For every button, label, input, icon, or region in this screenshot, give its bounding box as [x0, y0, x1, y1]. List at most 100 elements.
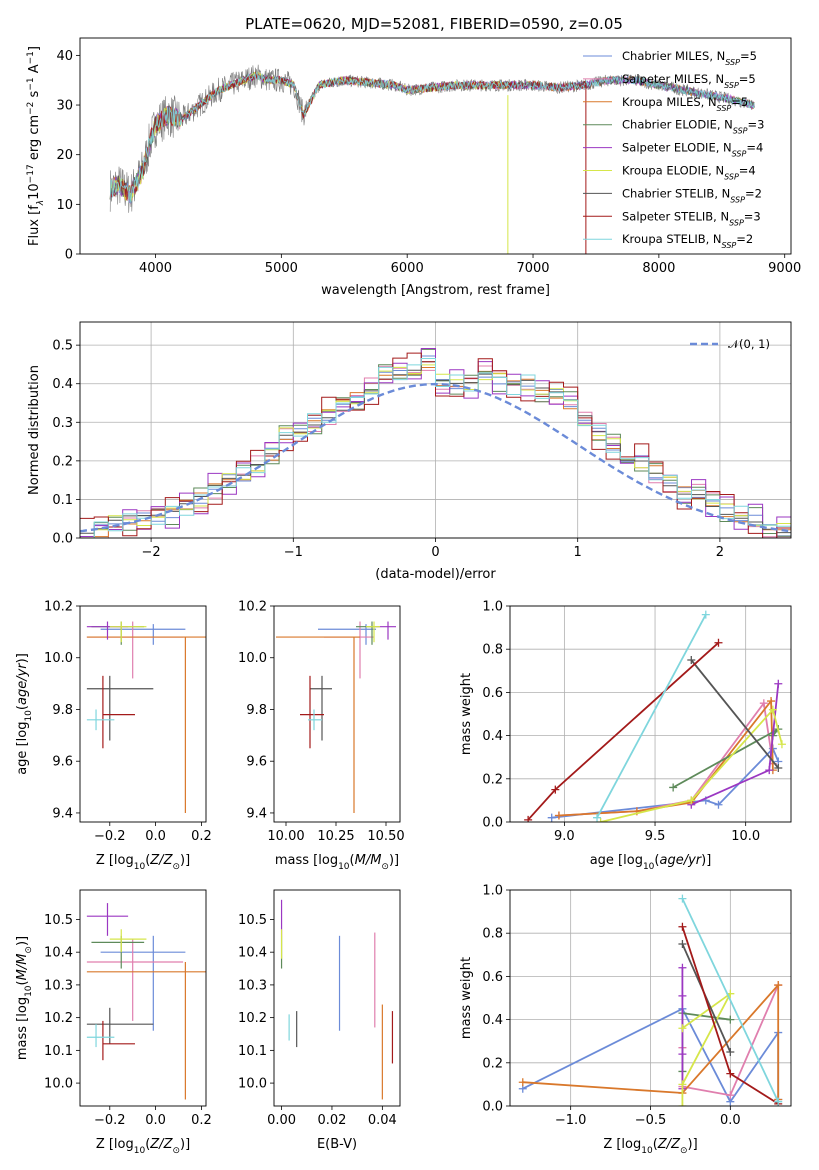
legend-label-value: =3: [748, 118, 765, 132]
x-tick-label: 0.04: [368, 1113, 397, 1128]
y-tick-label: 0.5: [52, 339, 73, 354]
weight-marker-kroupa_miles: [774, 981, 783, 990]
legend-label-kroupa_stelib: Kroupa STELIB, NSSP=2: [622, 232, 753, 250]
label-part: 10: [134, 1146, 146, 1156]
label-part: age [log: [590, 853, 643, 868]
spectrum-model-kroupa_stelib: [109, 70, 755, 203]
legend-label-sub: SSP: [724, 80, 739, 89]
legend-label-value: =5: [731, 95, 748, 109]
label-part: (: [145, 1137, 150, 1152]
label-part: (: [15, 980, 30, 985]
x-tick-label: 1: [574, 545, 582, 560]
x-tick-label: 2: [716, 545, 724, 560]
label-part: )]: [389, 853, 399, 868]
legend-label-text: Salpeter ELODIE, N: [622, 141, 732, 155]
histogram-kroupa_stelib: [80, 358, 791, 538]
x-tick-label: −0.2: [94, 829, 126, 844]
weight-marker-chabrier_elodie: [726, 1015, 735, 1024]
legend-label-value: =4: [746, 141, 763, 155]
spectrum-ylabel: Flux [fλ10−17 erg cm−2 s−1 A−1]: [26, 46, 46, 246]
y-tick-label: 0.0: [52, 532, 73, 547]
y-tick-label: 10.4: [238, 946, 267, 961]
x-tick-label: 10.00: [267, 829, 304, 844]
y-tick-label: 9.8: [246, 703, 267, 718]
weight-line-kroupa_stelib: [596, 614, 707, 819]
label-part: M/M: [355, 853, 382, 868]
data-layer: [518, 894, 783, 1106]
y-tick-label: 0.3: [52, 416, 73, 431]
label-part: )]: [15, 936, 30, 946]
y-tick-label: 0.8: [482, 927, 503, 942]
data-layer: [109, 64, 755, 254]
weight-marker-salpeter_stelib: [524, 815, 533, 822]
axes-frame: [79, 889, 207, 1107]
data-layer: [86, 903, 206, 1100]
ylabel-part: 10: [27, 183, 42, 200]
x-tick-label: 10.50: [367, 829, 404, 844]
x-tick-label: −1: [284, 545, 303, 560]
axes-frame: [79, 37, 792, 255]
legend-label-value: =4: [739, 164, 756, 178]
x-tick-label: 8000: [642, 261, 675, 276]
legend-label-salpeter_stelib: Salpeter STELIB, NSSP=3: [622, 209, 761, 227]
weight-marker-salpeter_stelib: [714, 638, 723, 647]
weight-marker-salpeter_elodie: [678, 1050, 687, 1059]
weight-marker-salpeter_stelib: [726, 1069, 735, 1078]
x-tick-label: 0.0: [720, 1113, 741, 1128]
label-part: age/yr: [15, 662, 30, 705]
y-tick-label: 10.0: [44, 1077, 73, 1092]
z-age-ylabel: age [log10(age/yr)]: [15, 653, 34, 775]
y-tick-label: 0.4: [52, 377, 73, 392]
x-tick-label: 10.0: [731, 829, 760, 844]
axes-residuals: −2 −1 0 1 2 0.0 0.1 0.2 0.3 0.4 0.5 𝒩(0, 1) (data-mo…: [27, 321, 792, 582]
y-tick-label: 10: [56, 198, 73, 213]
label-part: ⊙: [172, 1146, 180, 1156]
legend-label-text: Chabrier STELIB, N: [622, 186, 730, 200]
weight-line-kroupa_elodie: [600, 707, 783, 822]
y-tick-label: 10.4: [44, 946, 73, 961]
legend-label-value: =5: [740, 49, 757, 63]
y-tick-label: 0.1: [52, 493, 73, 508]
legend-label-salpeter_elodie: Salpeter ELODIE, NSSP=4: [622, 141, 763, 159]
x-tick-label: 4000: [139, 261, 172, 276]
label-part: mass weight: [459, 673, 474, 755]
legend-label-value: =2: [736, 232, 753, 246]
y-tick-label: 30: [56, 99, 73, 114]
y-tick-label: 10.1: [238, 1044, 267, 1059]
x-tick-label: 0.0: [145, 829, 166, 844]
axes-age-weight: 9.0 9.5 10.0 0.0 0.2 0.4 0.6 0.8 1.0 age [log10(a…: [459, 600, 792, 872]
weight-marker-kroupa_elodie: [596, 818, 605, 822]
y-tick-label: 10.5: [44, 913, 73, 928]
legend-label-text: Chabrier ELODIE, N: [622, 118, 733, 132]
data-layer: [524, 610, 786, 822]
legend-label-sub: SSP: [733, 126, 748, 135]
label-part: 10: [24, 710, 34, 722]
legend-label-normal: 𝒩(0, 1): [728, 337, 770, 351]
legend-label-sub: SSP: [724, 172, 739, 181]
z-mass-ylabel: mass [log10(M/M⊙)]: [15, 936, 34, 1060]
data-layer: [280, 899, 394, 1100]
z-weight-ylabel: mass weight: [459, 957, 474, 1039]
data-layer: [276, 621, 396, 813]
label-part: (: [145, 853, 150, 868]
axes-z-mass: −0.2 0.0 0.2 10.0 10.1 10.2 10.3 10.4 10.5 Z [log…: [15, 889, 212, 1156]
weight-marker-chabrier_stelib: [687, 656, 696, 664]
weight-marker-chabrier_miles: [714, 800, 723, 809]
weight-marker-salpeter_elodie: [765, 766, 774, 775]
axes-frame: [273, 889, 401, 1107]
ylabel-part: −1: [26, 51, 36, 64]
label-part: age [log: [15, 722, 30, 775]
weight-marker-chabrier_elodie: [669, 783, 678, 792]
y-tick-label: 9.6: [246, 755, 267, 770]
y-tick-label: 0.4: [482, 1013, 503, 1028]
y-tick-label: 0: [65, 248, 73, 263]
weight-marker-kroupa_elodie: [687, 796, 696, 805]
y-tick-label: 10.3: [238, 978, 267, 993]
x-tick-label: 7000: [516, 261, 549, 276]
label-part: Z [log: [96, 853, 134, 868]
legend-label-kroupa_miles: Kroupa MILES, NSSP=5: [622, 95, 748, 113]
x-tick-label: −0.2: [94, 1113, 126, 1128]
data-layer: [80, 348, 791, 538]
weight-marker-salpeter_stelib: [678, 922, 687, 931]
